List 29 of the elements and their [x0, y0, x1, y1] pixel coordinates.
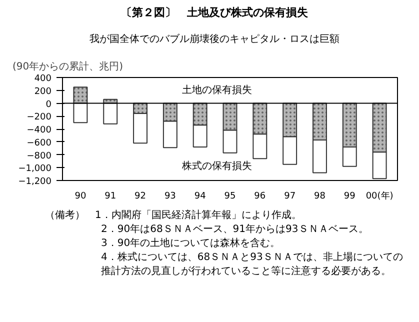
y-tick-label: −1,000 [18, 164, 52, 174]
x-tick-label: 90 [74, 192, 86, 202]
y-axis-title: (90年からの累計、兆円) [12, 60, 124, 72]
x-tick-label: 98 [314, 192, 326, 202]
y-tick-label: −1,200 [18, 177, 52, 187]
chart-title: 〔第２図〕 土地及び株式の保有損失 [121, 5, 308, 21]
y-tick-label: −600 [26, 138, 52, 148]
y-tick-label: −200 [26, 112, 52, 123]
x-tick-label: 91 [104, 192, 116, 202]
x-tick-label: 97 [284, 192, 296, 202]
x-tick-label: 00(年) [366, 190, 394, 202]
series-label: 株式の保有損失 [181, 160, 252, 172]
chart-subtitle: 我が国全体でのバブル崩壊後のキャピタル・ロスは巨額 [90, 33, 340, 47]
y-tick-label: −800 [26, 151, 52, 162]
y-tick-label: 0 [46, 100, 52, 110]
text: 3．90年の土地については森林を含む。 [100, 237, 282, 251]
series-label: 土地の保有損失 [182, 84, 252, 96]
x-tick-label: 94 [194, 192, 206, 202]
y-tick-label: −400 [26, 126, 52, 136]
text: 4．株式については、68ＳＮＡと93ＳＮＡでは、非上場についての推計方法の見直しが行われていること等に注意する必要がある。 [100, 251, 404, 279]
text: 2．90年は68ＳＮＡベース、91年からは93ＳＮＡベース。 [100, 223, 370, 237]
y-tick-label: 400 [34, 74, 52, 84]
x-tick-label: 95 [224, 192, 236, 202]
y-tick-label: 200 [34, 86, 52, 97]
x-tick-label: 93 [164, 192, 176, 202]
x-tick-label: 99 [344, 192, 356, 202]
x-tick-label: 96 [254, 192, 266, 202]
x-tick-label: 92 [134, 192, 146, 202]
text: （備考） 1．内閣府「国民経済計算年報」により作成。 [44, 209, 302, 223]
